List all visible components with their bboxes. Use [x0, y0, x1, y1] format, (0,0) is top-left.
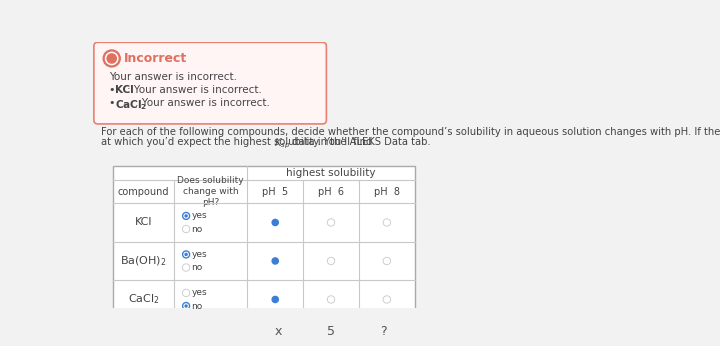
- Circle shape: [272, 258, 279, 264]
- Text: yes: yes: [192, 289, 207, 298]
- Circle shape: [328, 258, 333, 264]
- Text: $\mathbf{CaCl_2}$: $\mathbf{CaCl_2}$: [114, 98, 147, 111]
- Circle shape: [183, 290, 189, 297]
- Circle shape: [103, 50, 120, 67]
- Text: KCl: KCl: [135, 218, 152, 227]
- Circle shape: [383, 257, 390, 264]
- Text: For each of the following compounds, decide whether the compound’s solubility in: For each of the following compounds, dec…: [101, 127, 720, 137]
- Circle shape: [183, 251, 189, 258]
- Text: yes: yes: [192, 250, 207, 259]
- Circle shape: [383, 219, 390, 226]
- Text: $\mathit{K}_{sp}$: $\mathit{K}_{sp}$: [274, 137, 290, 152]
- Text: highest solubility: highest solubility: [287, 168, 376, 178]
- Circle shape: [384, 297, 390, 302]
- Text: $\mathrm{Ba(OH)_2}$: $\mathrm{Ba(OH)_2}$: [120, 254, 167, 268]
- Circle shape: [184, 227, 189, 231]
- Circle shape: [184, 304, 188, 308]
- FancyBboxPatch shape: [94, 42, 326, 124]
- Text: $\mathrm{CaCl_2}$: $\mathrm{CaCl_2}$: [127, 293, 159, 306]
- Circle shape: [384, 220, 390, 225]
- Circle shape: [328, 220, 333, 225]
- Text: Incorrect: Incorrect: [124, 52, 187, 65]
- Circle shape: [106, 52, 118, 65]
- Circle shape: [185, 215, 187, 217]
- Text: pH  6: pH 6: [318, 187, 344, 197]
- Circle shape: [328, 257, 335, 264]
- Circle shape: [184, 252, 188, 256]
- Text: pH  8: pH 8: [374, 187, 400, 197]
- Circle shape: [328, 297, 333, 302]
- Text: no: no: [192, 301, 203, 310]
- Text: Your answer is incorrect.: Your answer is incorrect.: [109, 72, 237, 82]
- Circle shape: [183, 226, 189, 233]
- Circle shape: [184, 214, 188, 218]
- Circle shape: [272, 219, 279, 226]
- Text: yes: yes: [192, 211, 207, 220]
- Text: no: no: [192, 225, 203, 234]
- Text: no: no: [192, 263, 203, 272]
- Text: pH  5: pH 5: [262, 187, 288, 197]
- Circle shape: [184, 265, 189, 270]
- Circle shape: [384, 258, 390, 264]
- Circle shape: [183, 212, 189, 219]
- Circle shape: [328, 296, 335, 303]
- Circle shape: [107, 54, 117, 63]
- Text: Does solubility
change with
pH?: Does solubility change with pH?: [177, 176, 244, 207]
- FancyBboxPatch shape: [248, 322, 415, 340]
- Bar: [113, 166, 415, 319]
- Text: compound: compound: [118, 187, 169, 197]
- Text: ?: ?: [380, 325, 387, 338]
- Text: data in the ALEKS Data tab.: data in the ALEKS Data tab.: [289, 137, 431, 147]
- Text: : Your answer is incorrect.: : Your answer is incorrect.: [135, 98, 270, 108]
- Circle shape: [183, 264, 189, 271]
- Circle shape: [184, 290, 189, 295]
- Text: at which you’d expect the highest solubility. You’ll find: at which you’d expect the highest solubi…: [101, 137, 375, 147]
- Circle shape: [185, 253, 187, 255]
- Circle shape: [272, 297, 279, 302]
- Circle shape: [183, 302, 189, 309]
- Text: x: x: [275, 325, 282, 338]
- Text: •: •: [109, 85, 115, 95]
- Text: : Your answer is incorrect.: : Your answer is incorrect.: [127, 85, 262, 95]
- Text: 5: 5: [327, 325, 335, 338]
- Circle shape: [383, 296, 390, 303]
- Text: •: •: [109, 98, 115, 108]
- Circle shape: [185, 305, 187, 307]
- Text: KCl: KCl: [114, 85, 133, 95]
- Circle shape: [328, 219, 335, 226]
